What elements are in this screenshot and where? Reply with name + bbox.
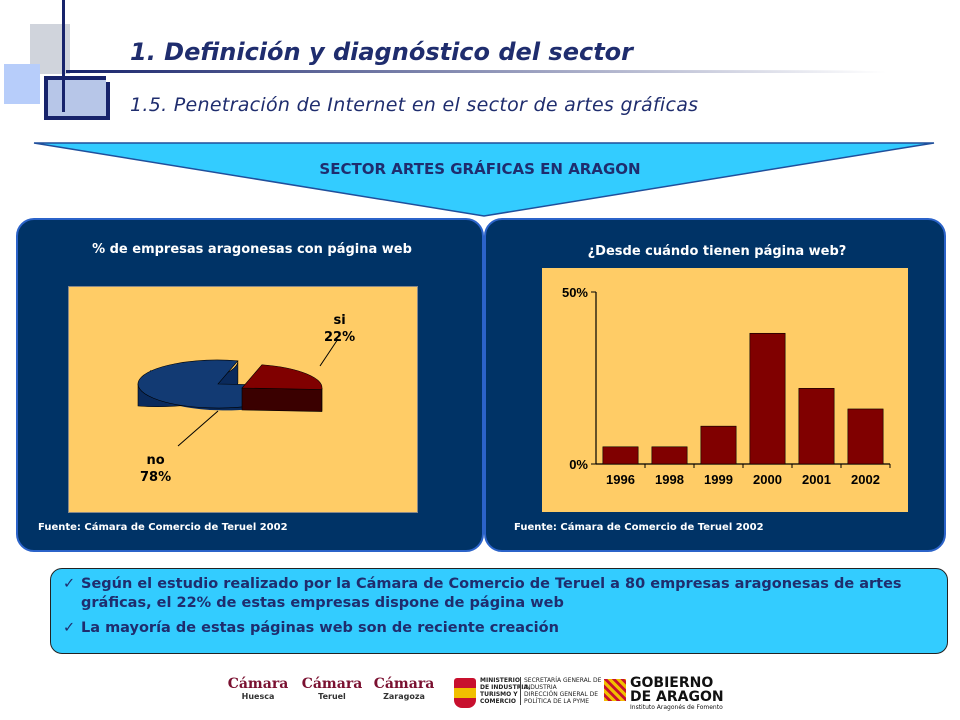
notes-box: ✓ Según el estudio realizado por la Cáma… [50,568,948,654]
x-tick-label: 2002 [851,472,880,487]
logo-ministerio: MINISTERIO DE INDUSTRIA, TURISMO Y COMER… [480,677,531,705]
pie-slice-si [241,364,323,390]
x-tick-label: 2001 [802,472,831,487]
bar [749,332,786,465]
logo-camara-huesca: Cámara Huesca [222,676,294,701]
left-source: Fuente: Cámara de Comercio de Teruel 200… [38,522,288,533]
x-tick-label: 1999 [704,472,733,487]
gobierno-line: GOBIERNO [630,675,714,691]
bar-chart: 50% 0% 1996 1998 1999 2000 2001 2002 [542,268,908,512]
logo-gobierno-aragon: GOBIERNO DE ARAGON Instituto Aragonés de… [630,676,724,712]
secretaria-line: SECRETARÍA GENERAL DE [524,677,602,684]
x-tick-label: 2000 [753,472,782,487]
camara-label: Cámara [301,676,363,692]
camara-city: Huesca [241,692,275,701]
pie-leader-si [319,338,339,367]
bar-chart-panel: ¿Desde cuándo tienen página web? 50% 0% 19… [484,218,946,552]
instituto-line: Instituto Aragonés de Fomento [630,704,723,711]
checkmark-icon: ✓ [63,620,76,636]
ministerio-line: TURISMO Y [480,691,518,698]
y-tick-label: 50% [562,285,588,300]
pie-label-si-value: 22% [324,330,356,345]
note-text: La mayoría de estas páginas web son de r… [81,620,559,636]
checkmark-icon: ✓ [63,576,76,592]
logo-secretaria: SECRETARÍA GENERAL DE INDUSTRIA DIRECCIÓ… [520,677,601,705]
title-underline [66,71,886,73]
pie-label-si-name: si [333,313,346,328]
secretaria-line: INDUSTRIA [524,684,557,691]
logo-camara-zaragoza: Cámara Zaragoza [368,676,440,701]
spain-crest-icon [454,678,476,708]
pie-leader-no [177,410,219,447]
pie-chart [137,338,339,447]
pie-chart-title: % de empresas aragonesas con página web [92,242,412,257]
page-title: 1. Definición y diagnóstico del sector [130,38,633,66]
banner-chevron [33,142,935,217]
x-tick-label: 1996 [606,472,635,487]
camara-label: Cámara [227,676,289,692]
bar-chart-title: ¿Desde cuándo tienen página web? [587,244,847,259]
pie-chart-panel: % de empresas aragonesas con página web … [16,218,484,552]
ministerio-line: COMERCIO [480,698,516,705]
y-tick-label: 0% [569,457,588,472]
bar [847,408,884,465]
x-tick-label: 1998 [655,472,684,487]
page-subtitle: 1.5. Penetración de Internet en el secto… [130,94,699,116]
banner-label: SECTOR ARTES GRÁFICAS EN ARAGON [319,160,641,178]
pie-label-no: no 78% [140,452,171,486]
bar [798,388,835,465]
camara-label: Cámara [373,676,435,692]
pie-label-si: si 22% [324,312,355,346]
ministerio-line: DE INDUSTRIA, [480,684,531,691]
gobierno-line: DE ARAGON [630,689,724,705]
bar [651,446,688,465]
pie-label-no-value: 78% [140,470,172,485]
secretaria-line: POLÍTICA DE LA PYME [524,698,590,705]
ministerio-line: MINISTERIO [480,677,520,684]
logo-camara-teruel: Cámara Teruel [296,676,368,701]
note-text: Según el estudio realizado por la Cámara… [81,576,902,611]
note-item: ✓ La mayoría de estas páginas web son de… [63,619,935,638]
pie-cut-si [241,387,323,412]
aragon-flag-icon [604,679,626,701]
secretaria-line: DIRECCIÓN GENERAL DE [524,691,599,698]
corner-decoration [0,0,866,120]
pie-label-no-name: no [146,453,165,468]
note-item: ✓ Según el estudio realizado por la Cáma… [63,575,935,613]
right-source: Fuente: Cámara de Comercio de Teruel 200… [514,522,764,533]
bar [602,446,639,465]
camara-city: Zaragoza [383,692,425,701]
camara-city: Teruel [318,692,346,701]
bar [700,425,737,465]
bar-chart-background [542,268,908,512]
